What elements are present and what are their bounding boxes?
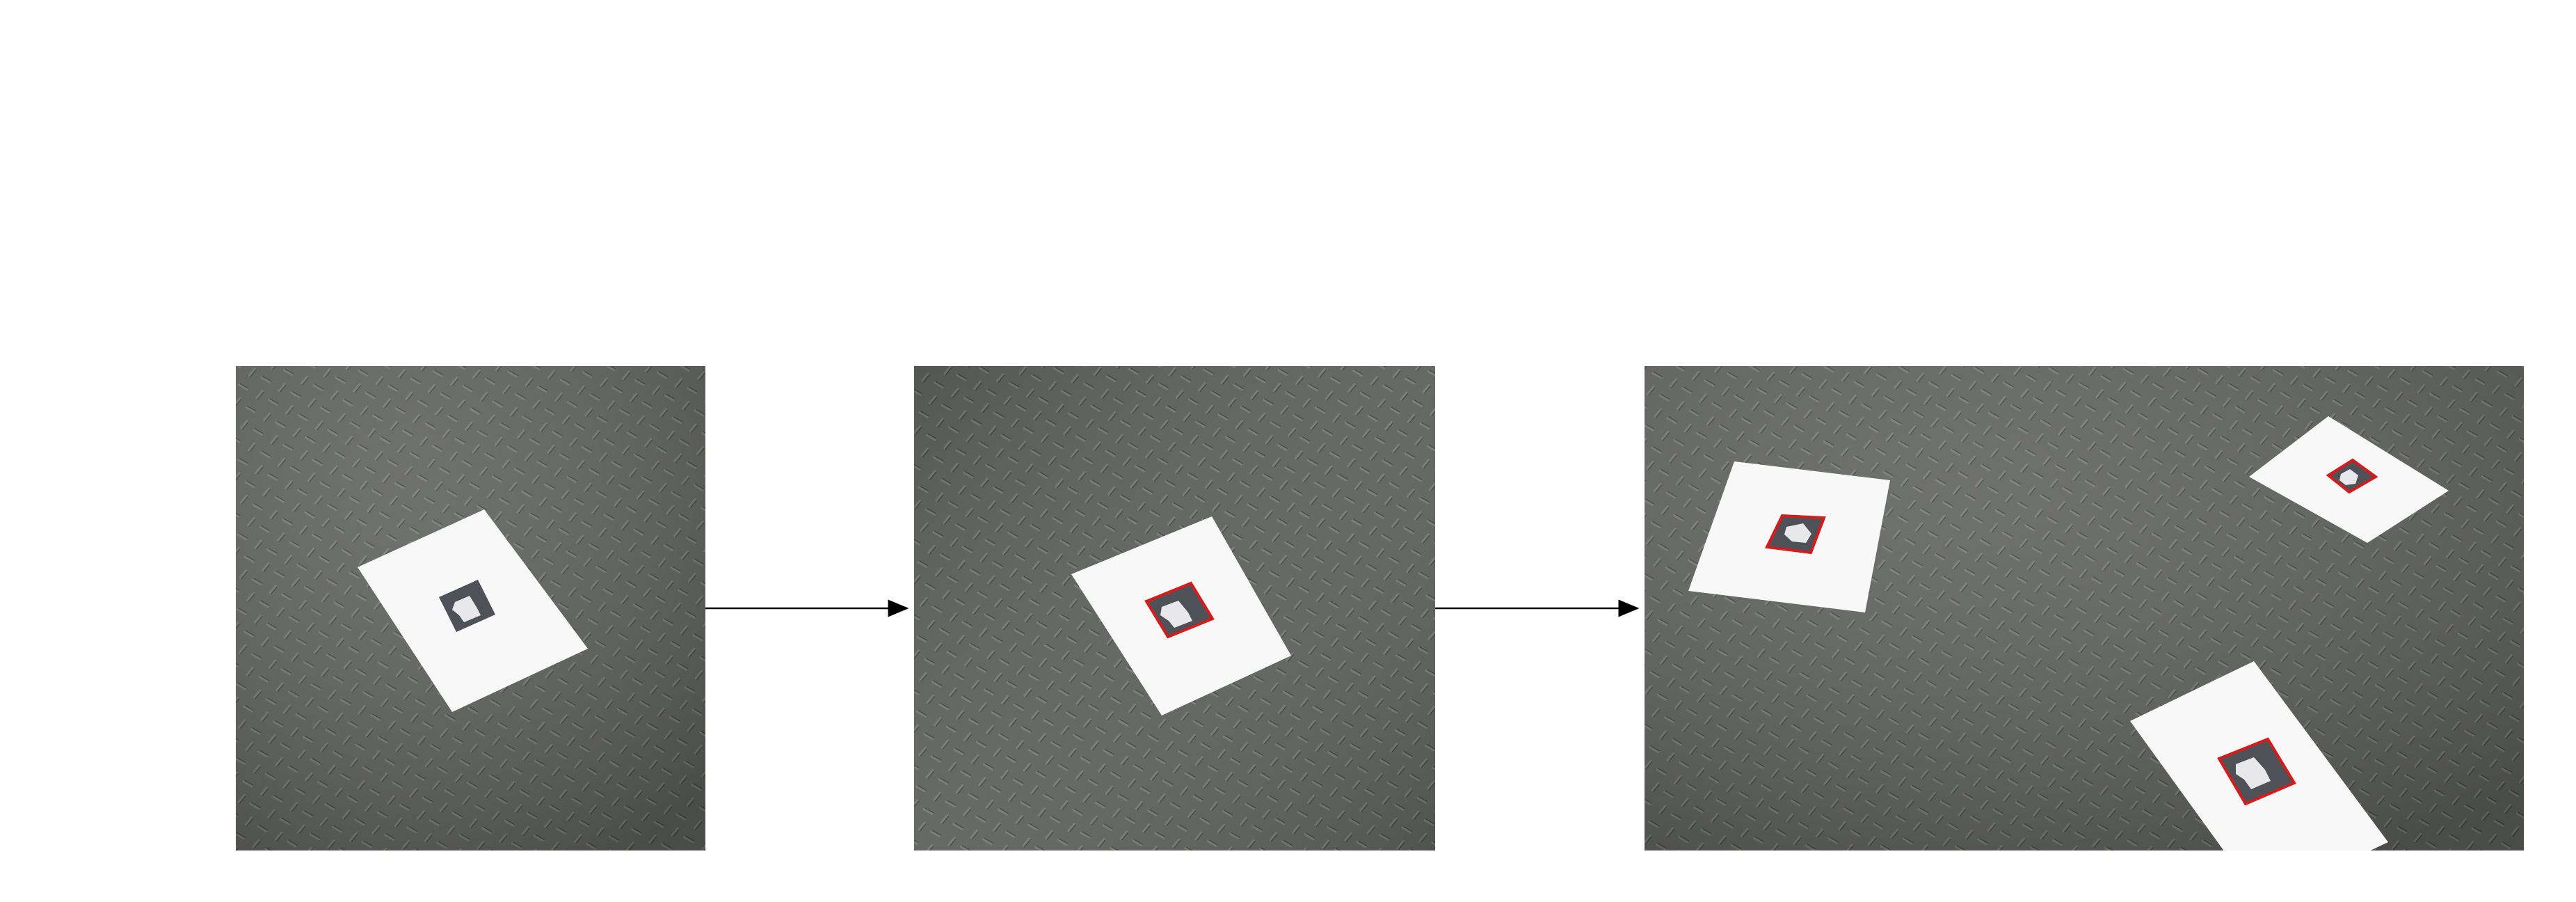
- detection-outline: [2326, 458, 2378, 494]
- single-detection-photo: [914, 366, 1435, 850]
- marker-tag-right: [2326, 458, 2378, 494]
- multi-detection-photo: [1645, 366, 2524, 850]
- detection-outline: [2217, 737, 2296, 806]
- detection-outline: [1764, 514, 1826, 555]
- marker-tag: [1144, 581, 1215, 639]
- marker-tag-left: [1764, 514, 1826, 555]
- detection-outline: [1144, 581, 1215, 639]
- marker-tag-bottom: [2217, 737, 2296, 806]
- marker-tag: [439, 580, 495, 632]
- raw-input-photo: [236, 366, 705, 850]
